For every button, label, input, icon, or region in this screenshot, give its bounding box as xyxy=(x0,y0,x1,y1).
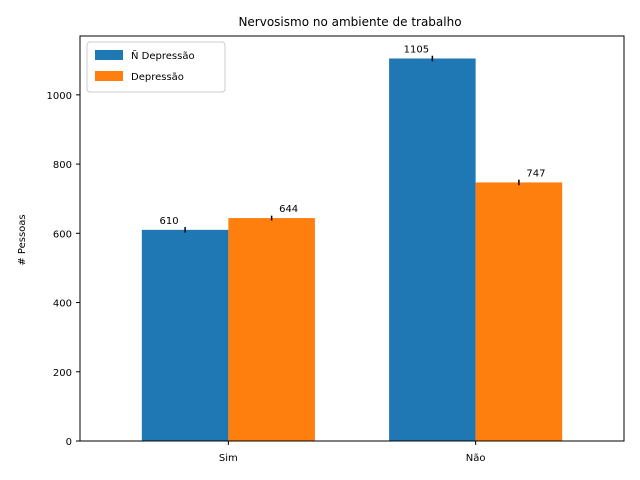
y-tick-label-1: 200 xyxy=(53,368,72,379)
y-tick-label-0: 0 xyxy=(66,437,72,448)
y-tick-label-4: 800 xyxy=(53,160,72,171)
y-tick-label-5: 1000 xyxy=(47,91,72,102)
chart-title: Nervosismo no ambiente de trabalho xyxy=(238,15,461,29)
legend-label-0: Ñ Depressão xyxy=(131,49,195,62)
data-label-0-0: 610 xyxy=(160,216,179,227)
bar-0-0 xyxy=(141,229,229,441)
x-tick-label-1: Não xyxy=(466,453,486,464)
bar-0-1 xyxy=(389,58,476,441)
legend: Ñ Depressão Depressão xyxy=(86,41,226,93)
legend-swatch-0 xyxy=(95,50,123,60)
y-tick-label-2: 400 xyxy=(53,299,72,310)
data-label-1-0: 644 xyxy=(279,204,298,215)
legend-label-1: Depressão xyxy=(131,72,184,83)
bar-1-1 xyxy=(475,182,563,441)
data-label-1-1: 747 xyxy=(526,168,545,179)
x-tick-label-0: Sim xyxy=(219,453,238,464)
bar-1-0 xyxy=(228,218,315,441)
data-label-0-1: 1105 xyxy=(404,45,429,56)
legend-box xyxy=(86,41,226,93)
axes-frame xyxy=(79,35,625,442)
plot-area: 610 1105 644 747 0 200 400 600 800 1000 Sim Não xyxy=(47,35,625,464)
legend-swatch-1 xyxy=(95,71,123,81)
y-axis-label: # Pessoas xyxy=(17,214,28,265)
y-tick-label-3: 600 xyxy=(53,229,72,240)
